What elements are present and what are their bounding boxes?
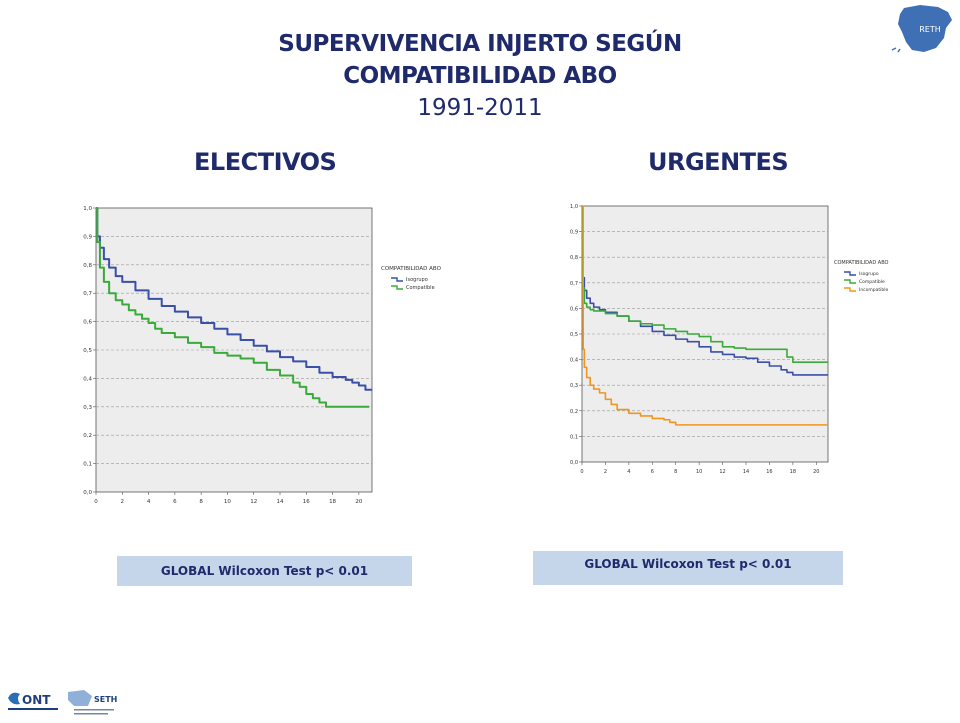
x-tick-label: 16 [303, 499, 310, 505]
y-tick-label: 0,6 [570, 306, 578, 312]
ont-logo-text: ONT [22, 693, 51, 707]
x-tick-label: 16 [766, 469, 772, 475]
y-tick-label: 1,0 [570, 204, 578, 210]
legend-label-isogrupo: Isogrupo [859, 271, 879, 277]
series-line-compatible [96, 207, 370, 408]
legend-swatch-incompatible [844, 287, 856, 292]
x-tick-label: 10 [224, 499, 231, 505]
y-tick-label: 0,3 [83, 405, 92, 411]
y-tick-label: 0,8 [83, 263, 92, 269]
spain-map-logo: RETH [890, 2, 956, 63]
x-tick-label: 18 [329, 499, 336, 505]
legend-swatch-compatible [391, 285, 403, 290]
y-tick-label: 0,1 [570, 434, 578, 440]
x-tick-label: 12 [719, 469, 725, 475]
y-tick-label: 0,0 [83, 490, 92, 496]
y-tick-label: 0,0 [570, 460, 578, 466]
x-tick-label: 0 [580, 469, 583, 475]
ont-logo: ONT [8, 692, 58, 710]
y-tick-label: 0,7 [83, 291, 92, 297]
slide-title: SUPERVIVENCIA INJERTO SEGÚN COMPATIBILID… [180, 28, 780, 124]
x-tick-label: 8 [199, 499, 203, 505]
panel-title-urgentes: URGENTES [648, 148, 789, 176]
series-line-compatible [581, 205, 828, 363]
y-tick-label: 0,7 [570, 281, 578, 287]
y-tick-label: 0,5 [83, 348, 92, 354]
y-tick-label: 0,4 [570, 358, 578, 364]
title-line-2: COMPATIBILIDAD ABO [343, 63, 617, 89]
x-tick-label: 20 [355, 499, 362, 505]
legend-label-compatible: Compatible [406, 285, 435, 291]
y-tick-label: 0,5 [570, 332, 578, 338]
legend-title: COMPATIBILIDAD ABO [834, 260, 889, 266]
seth-logo: SETH [68, 690, 117, 715]
x-tick-label: 2 [121, 499, 125, 505]
legend-swatch-isogrupo [391, 277, 403, 282]
footer-logos: ONT SETH [4, 686, 120, 723]
y-tick-label: 1,0 [83, 206, 92, 212]
y-tick-label: 0,2 [570, 409, 578, 415]
x-tick-label: 18 [790, 469, 796, 475]
series-line-incompatible [582, 205, 828, 426]
y-tick-label: 0,3 [570, 383, 578, 389]
legend-label-isogrupo: Isogrupo [406, 277, 428, 283]
y-tick-label: 0,2 [83, 433, 92, 439]
x-tick-label: 0 [94, 499, 98, 505]
y-tick-label: 0,8 [570, 255, 578, 261]
series-line-isogrupo [581, 205, 828, 376]
legend-label-incompatible: Incompatible [859, 287, 889, 293]
x-tick-label: 2 [604, 469, 607, 475]
x-tick-label: 6 [173, 499, 177, 505]
y-tick-label: 0,9 [83, 234, 92, 240]
y-tick-label: 0,6 [83, 320, 92, 326]
x-tick-label: 14 [743, 469, 749, 475]
legend-swatch-compatible [844, 279, 856, 284]
test-box-electivos: GLOBAL Wilcoxon Test p< 0.01 [117, 556, 412, 586]
x-tick-label: 10 [696, 469, 702, 475]
series-line-isogrupo [96, 207, 372, 391]
x-tick-label: 4 [627, 469, 630, 475]
seth-logo-text: SETH [94, 695, 117, 704]
chart-urgentes: 0,0 0,1 0,2 0,3 0,4 0,5 0,6 0,7 0,8 0,9 1,0 0 2 4 6 8 10… [570, 204, 889, 475]
y-tick-label: 0,9 [570, 230, 578, 236]
legend-swatch-isogrupo [844, 271, 856, 276]
panel-title-electivos: ELECTIVOS [194, 148, 337, 176]
x-tick-label: 6 [651, 469, 654, 475]
legend-title: COMPATIBILIDAD ABO [381, 266, 442, 272]
legend-label-compatible: Compatible [859, 279, 885, 285]
x-tick-label: 8 [674, 469, 677, 475]
x-tick-label: 14 [277, 499, 284, 505]
y-tick-label: 0,4 [83, 376, 92, 382]
y-tick-label: 0,1 [83, 462, 92, 468]
title-line-1: SUPERVIVENCIA INJERTO SEGÚN [278, 31, 682, 57]
x-tick-label: 20 [813, 469, 819, 475]
x-tick-label: 12 [250, 499, 257, 505]
x-tick-label: 4 [147, 499, 151, 505]
test-box-urgentes: GLOBAL Wilcoxon Test p< 0.01 [533, 551, 843, 585]
title-years: 1991-2011 [417, 95, 543, 121]
logo-reth-text: RETH [919, 25, 941, 34]
chart-electivos: 0,0 0,1 0,2 0,3 0,4 0,5 0,6 0,7 0,8 0,9 1,0 0 2 4 6 8 10… [83, 206, 442, 505]
